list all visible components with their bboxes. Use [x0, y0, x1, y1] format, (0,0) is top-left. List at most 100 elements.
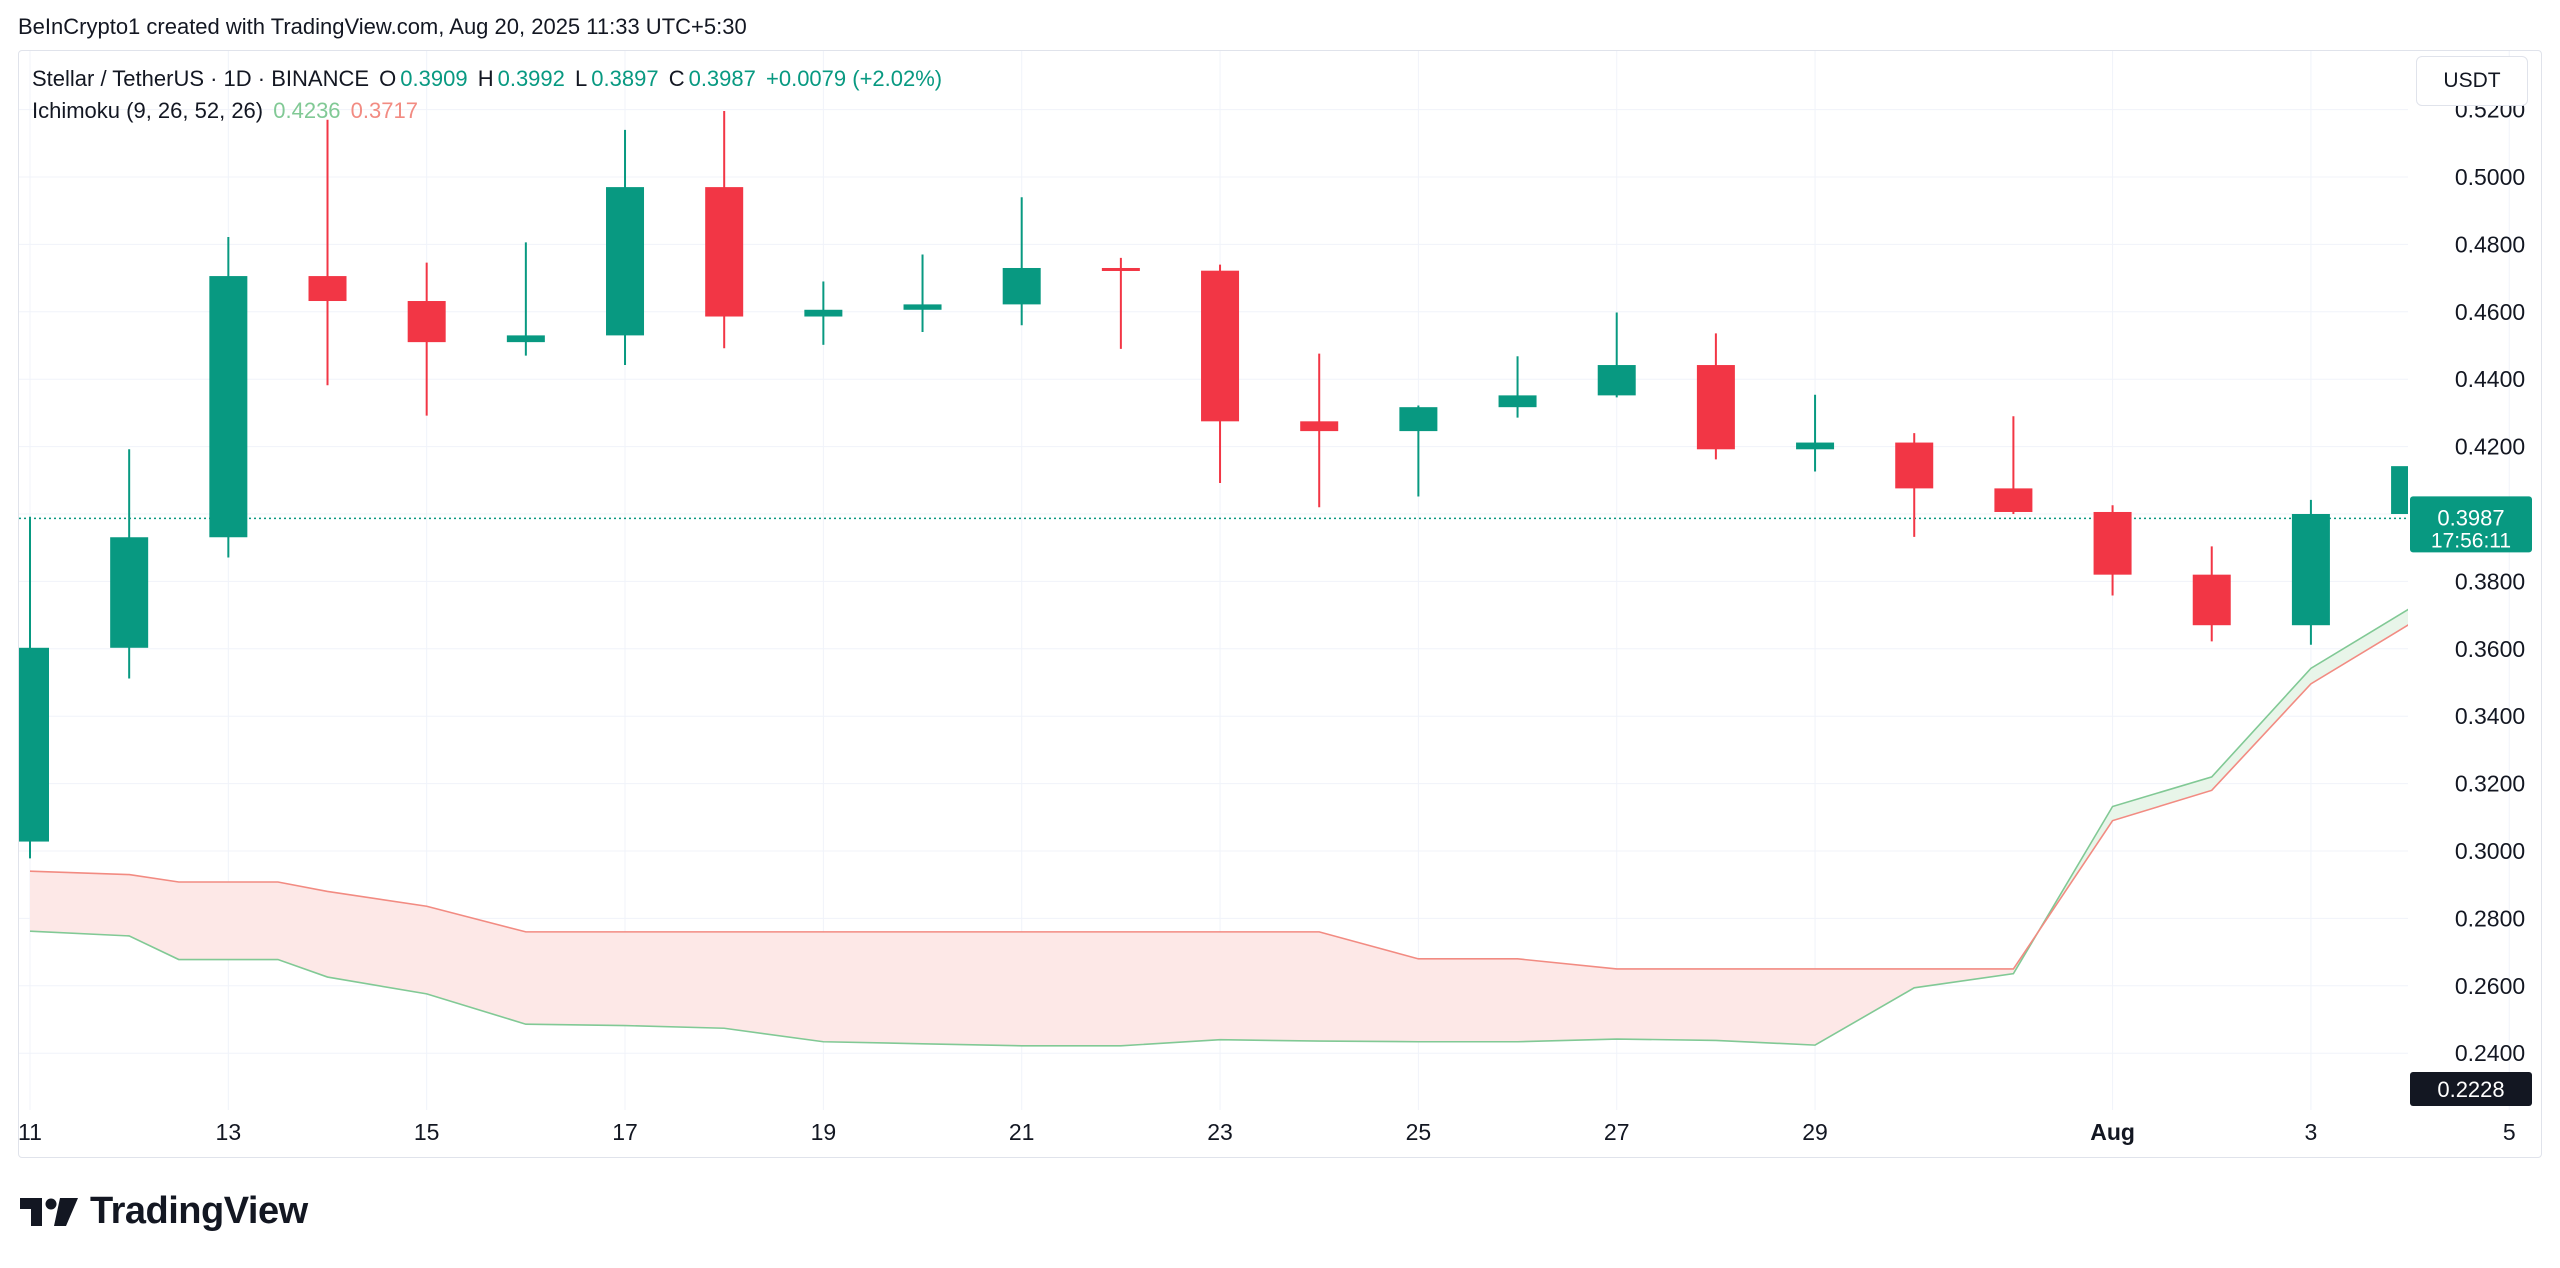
y-axis-tick-label: 0.3200 [2455, 771, 2525, 797]
candle-body [407, 301, 446, 343]
y-axis-tick-label: 0.3400 [2455, 703, 2525, 729]
candle [804, 281, 843, 345]
y-axis: 0.2400 0.2600 0.2800 0.3000 0.3200 0.3400 0.36… [2455, 97, 2525, 1067]
legend-close-value: 0.3987 [688, 66, 756, 91]
legend-open-value: 0.3909 [400, 66, 468, 91]
candle-countdown-label: 17:56:11 [2431, 529, 2511, 552]
candle-body [1895, 442, 1934, 489]
candle-body [804, 309, 843, 317]
candle [1002, 197, 1041, 326]
candle-body [2093, 511, 2132, 575]
y-axis-tick-label: 0.5000 [2455, 164, 2525, 190]
candle [407, 262, 446, 416]
ohlc-legend: Stellar / TetherUS · 1D · BINANCE O 0.390… [32, 66, 946, 92]
candle [2093, 505, 2132, 596]
candle-body [1796, 442, 1835, 450]
candle-body [1002, 267, 1041, 305]
indicator-span-a-value: 0.4236 [273, 98, 341, 123]
candle [606, 129, 645, 366]
candle-body [1101, 267, 1140, 271]
x-axis-tick-label: 27 [1604, 1119, 1630, 1145]
candle-body [308, 276, 347, 302]
candles [19, 110, 2408, 859]
y-axis-tick-label: 0.2400 [2455, 1040, 2525, 1066]
candle [209, 236, 248, 558]
candle [1796, 394, 1835, 472]
candle-body [1498, 395, 1537, 408]
candle-body [2192, 574, 2231, 626]
x-axis: 11131517192123252729Aug35791113151719212… [18, 1119, 2516, 1145]
candle-body [110, 537, 149, 648]
candle [2291, 499, 2330, 645]
indicator-name[interactable]: Ichimoku (9, 26, 52, 26) [32, 98, 264, 123]
candle [2391, 466, 2408, 514]
x-axis-tick-label: 29 [1802, 1119, 1828, 1145]
indicator-legend: Ichimoku (9, 26, 52, 26) 0.4236 0.3717 [32, 98, 422, 124]
candle [1101, 257, 1140, 349]
x-axis-tick-label: 17 [612, 1119, 638, 1145]
current-price-label: 0.3987 [2437, 505, 2504, 530]
candle-body [903, 304, 942, 310]
x-axis-tick-label: 19 [811, 1119, 837, 1145]
candle [506, 242, 545, 356]
attribution-text: BeInCrypto1 created with TradingView.com… [18, 14, 747, 39]
legend-low-value: 0.3897 [591, 66, 659, 91]
candle-body [2291, 514, 2330, 626]
low-price-tag-bg [2410, 1072, 2532, 1106]
cloud-bullish-fill [2013, 609, 2408, 974]
y-axis-tick-label: 0.4200 [2455, 434, 2525, 460]
candle [1597, 312, 1636, 398]
y-axis-tick-label: 0.3800 [2455, 568, 2525, 594]
legend-high-value: 0.3992 [497, 66, 565, 91]
span-a-line [29, 608, 2408, 1047]
x-axis-tick-label: 5 [2503, 1119, 2516, 1145]
y-axis-tick-label: 0.2800 [2455, 905, 2525, 931]
brand-text: TradingView [90, 1190, 308, 1232]
chart-frame [18, 50, 2542, 1158]
candle-body [209, 276, 248, 538]
candle-body [19, 647, 49, 842]
current-price-tag-bg [2410, 496, 2532, 553]
y-axis-tick-label: 0.4800 [2455, 231, 2525, 257]
x-axis-tick-label: 11 [18, 1119, 42, 1145]
x-axis-tick-label: 15 [414, 1119, 440, 1145]
candle [1300, 353, 1339, 508]
candle [705, 110, 744, 349]
y-axis-tick-label: 0.2600 [2455, 973, 2525, 999]
candle-body [1994, 488, 2033, 512]
indicator-span-b-value: 0.3717 [350, 98, 418, 123]
legend-change: +0.0079 (+2.02%) [766, 66, 943, 91]
candle-body [1201, 270, 1240, 422]
candle [308, 119, 347, 386]
legend-symbol[interactable]: Stellar / TetherUS · 1D · BINANCE [32, 66, 370, 91]
candle [1399, 405, 1438, 497]
x-axis-tick-label: 25 [1406, 1119, 1432, 1145]
candle [1895, 433, 1934, 537]
y-axis-tick-label: 0.3000 [2455, 838, 2525, 864]
span-b-line [29, 624, 2408, 970]
currency-button[interactable]: USDT [2416, 56, 2528, 106]
x-axis-tick-label: 13 [216, 1119, 242, 1145]
legend-high-label: H [477, 66, 494, 91]
ichimoku-cloud [29, 608, 2408, 1047]
candle [1201, 264, 1240, 483]
candle-body [1300, 421, 1339, 432]
candle [1696, 333, 1735, 460]
low-price-label: 0.2228 [2437, 1077, 2504, 1102]
candle [1994, 416, 2033, 514]
y-axis-tick-label: 0.4600 [2455, 299, 2525, 325]
candle [903, 254, 942, 333]
candle-body [1696, 365, 1735, 450]
candle-body [606, 187, 645, 336]
candle [1498, 356, 1537, 418]
x-axis-tick-label: 21 [1009, 1119, 1035, 1145]
legend-low-label: L [575, 66, 588, 91]
y-axis-tick-label: 0.4400 [2455, 366, 2525, 392]
tradingview-brand[interactable]: TradingView [20, 1190, 308, 1233]
x-axis-tick-label: 3 [2305, 1119, 2318, 1145]
candle-body [2391, 466, 2408, 514]
candle-body [1597, 365, 1636, 396]
legend-open-label: O [379, 66, 397, 91]
